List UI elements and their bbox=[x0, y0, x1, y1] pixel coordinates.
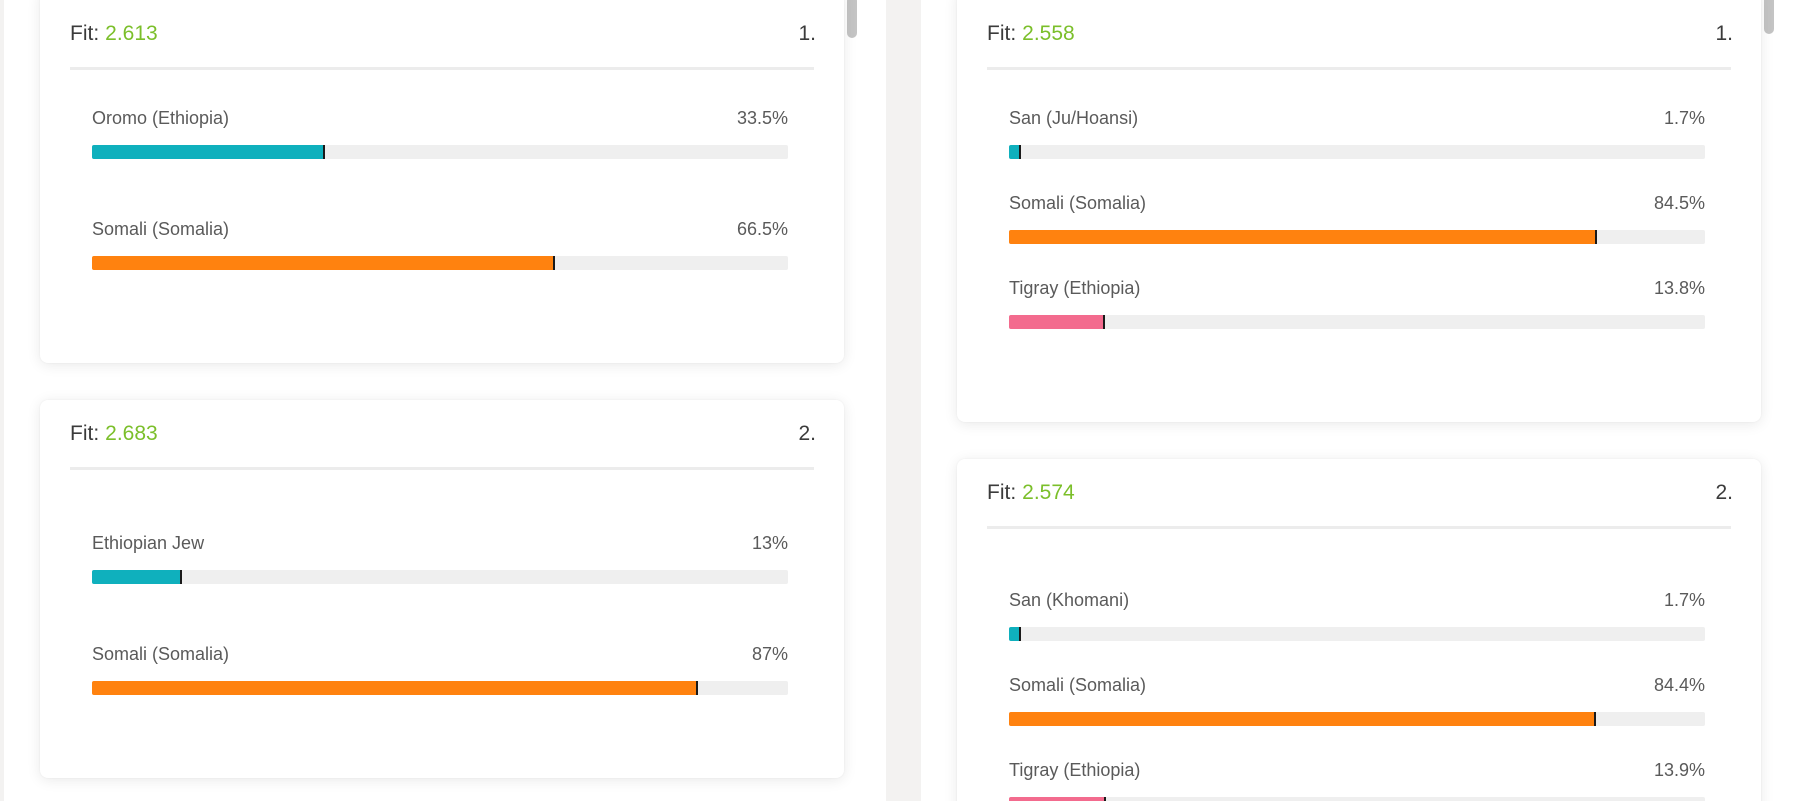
fit-label: Fit: bbox=[70, 421, 100, 445]
population-percent: 87% bbox=[751, 644, 788, 664]
percent-bar-track bbox=[92, 256, 788, 270]
model-card-2: Fit: 2.683 2. Ethiopian Jew 13% Somali (S… bbox=[40, 400, 844, 778]
rank-number: 2. bbox=[1715, 480, 1733, 504]
population-row: Somali (Somalia) 84.5% bbox=[1009, 192, 1705, 244]
percent-bar-track bbox=[1009, 627, 1705, 641]
population-name: Somali (Somalia) bbox=[1009, 193, 1147, 213]
population-name: Ethiopian Jew bbox=[92, 533, 205, 553]
population-name: Tigray (Ethiopia) bbox=[1009, 760, 1141, 780]
population-row: Somali (Somalia) 84.4% bbox=[1009, 674, 1705, 726]
model-card-1: Fit: 2.558 1. San (Ju/Hoansi) 1.7% Somali… bbox=[957, 0, 1761, 422]
population-percent: 13.9% bbox=[1653, 760, 1705, 780]
right-results-panel[interactable]: Fit: 2.558 1. San (Ju/Hoansi) 1.7% Somali… bbox=[921, 0, 1819, 801]
population-percent: 84.4% bbox=[1653, 675, 1705, 695]
model-card-2: Fit: 2.574 2. San (Khomani) 1.7% Somali (… bbox=[957, 459, 1761, 801]
rank-number: 2. bbox=[798, 421, 816, 445]
percent-bar-fill bbox=[1009, 797, 1106, 801]
fit-value: 2.683 bbox=[105, 421, 158, 445]
percent-bar-track bbox=[92, 681, 788, 695]
population-name: Somali (Somalia) bbox=[1009, 675, 1147, 695]
population-name: San (Khomani) bbox=[1009, 590, 1130, 610]
fit-score: Fit: 2.683 bbox=[70, 422, 158, 446]
percent-bar-fill bbox=[92, 256, 555, 270]
population-percent: 84.5% bbox=[1653, 193, 1705, 213]
card-header: Fit: 2.613 1. bbox=[70, 0, 816, 70]
percent-bar-track bbox=[1009, 797, 1705, 801]
rank-number: 1. bbox=[798, 21, 816, 45]
population-row: San (Khomani) 1.7% bbox=[1009, 589, 1705, 641]
card-header: Fit: 2.558 1. bbox=[987, 0, 1733, 70]
card-header: Fit: 2.574 2. bbox=[987, 459, 1733, 529]
population-percent: 13.8% bbox=[1653, 278, 1705, 298]
percent-bar-track bbox=[92, 570, 788, 584]
population-row: Ethiopian Jew 13% bbox=[92, 532, 788, 584]
percent-bar-fill bbox=[92, 570, 183, 584]
population-row: Tigray (Ethiopia) 13.9% bbox=[1009, 759, 1705, 801]
percent-bar-track bbox=[1009, 315, 1705, 329]
fit-label: Fit: bbox=[70, 21, 100, 45]
fit-score: Fit: 2.613 bbox=[70, 22, 158, 46]
percent-bar-track bbox=[1009, 712, 1705, 726]
population-name: Oromo (Ethiopia) bbox=[92, 108, 230, 128]
percent-bar-track bbox=[1009, 145, 1705, 159]
population-percent: 66.5% bbox=[736, 219, 788, 239]
percent-bar-track bbox=[1009, 230, 1705, 244]
percent-bar-fill bbox=[1009, 230, 1598, 244]
fit-value: 2.613 bbox=[105, 21, 158, 45]
rank-number: 1. bbox=[1715, 21, 1733, 45]
percent-bar-fill bbox=[1009, 315, 1106, 329]
percent-bar-fill bbox=[1009, 627, 1021, 641]
card-header: Fit: 2.683 2. bbox=[70, 400, 816, 470]
left-results-panel[interactable]: Fit: 2.613 1. Oromo (Ethiopia) 33.5% Soma… bbox=[4, 0, 886, 801]
fit-value: 2.574 bbox=[1022, 480, 1075, 504]
population-name: Tigray (Ethiopia) bbox=[1009, 278, 1141, 298]
fit-score: Fit: 2.574 bbox=[987, 481, 1075, 505]
percent-bar-fill bbox=[92, 681, 698, 695]
fit-label: Fit: bbox=[987, 21, 1017, 45]
right-scrollbar-thumb[interactable] bbox=[1764, 0, 1774, 34]
population-percent: 1.7% bbox=[1663, 108, 1705, 128]
fit-value: 2.558 bbox=[1022, 21, 1075, 45]
population-name: Somali (Somalia) bbox=[92, 644, 230, 664]
fit-label: Fit: bbox=[987, 480, 1017, 504]
left-scrollbar-thumb[interactable] bbox=[847, 0, 857, 38]
population-percent: 13% bbox=[751, 533, 788, 553]
population-row: San (Ju/Hoansi) 1.7% bbox=[1009, 107, 1705, 159]
fit-score: Fit: 2.558 bbox=[987, 22, 1075, 46]
percent-bar-fill bbox=[92, 145, 326, 159]
population-name: Somali (Somalia) bbox=[92, 219, 230, 239]
percent-bar-fill bbox=[1009, 145, 1021, 159]
population-row: Tigray (Ethiopia) 13.8% bbox=[1009, 277, 1705, 329]
population-row: Oromo (Ethiopia) 33.5% bbox=[92, 107, 788, 159]
model-card-1: Fit: 2.613 1. Oromo (Ethiopia) 33.5% Soma… bbox=[40, 0, 844, 363]
population-row: Somali (Somalia) 66.5% bbox=[92, 218, 788, 270]
percent-bar-fill bbox=[1009, 712, 1597, 726]
population-row: Somali (Somalia) 87% bbox=[92, 643, 788, 695]
population-percent: 33.5% bbox=[736, 108, 788, 128]
percent-bar-track bbox=[92, 145, 788, 159]
population-name: San (Ju/Hoansi) bbox=[1009, 108, 1139, 128]
population-percent: 1.7% bbox=[1663, 590, 1705, 610]
